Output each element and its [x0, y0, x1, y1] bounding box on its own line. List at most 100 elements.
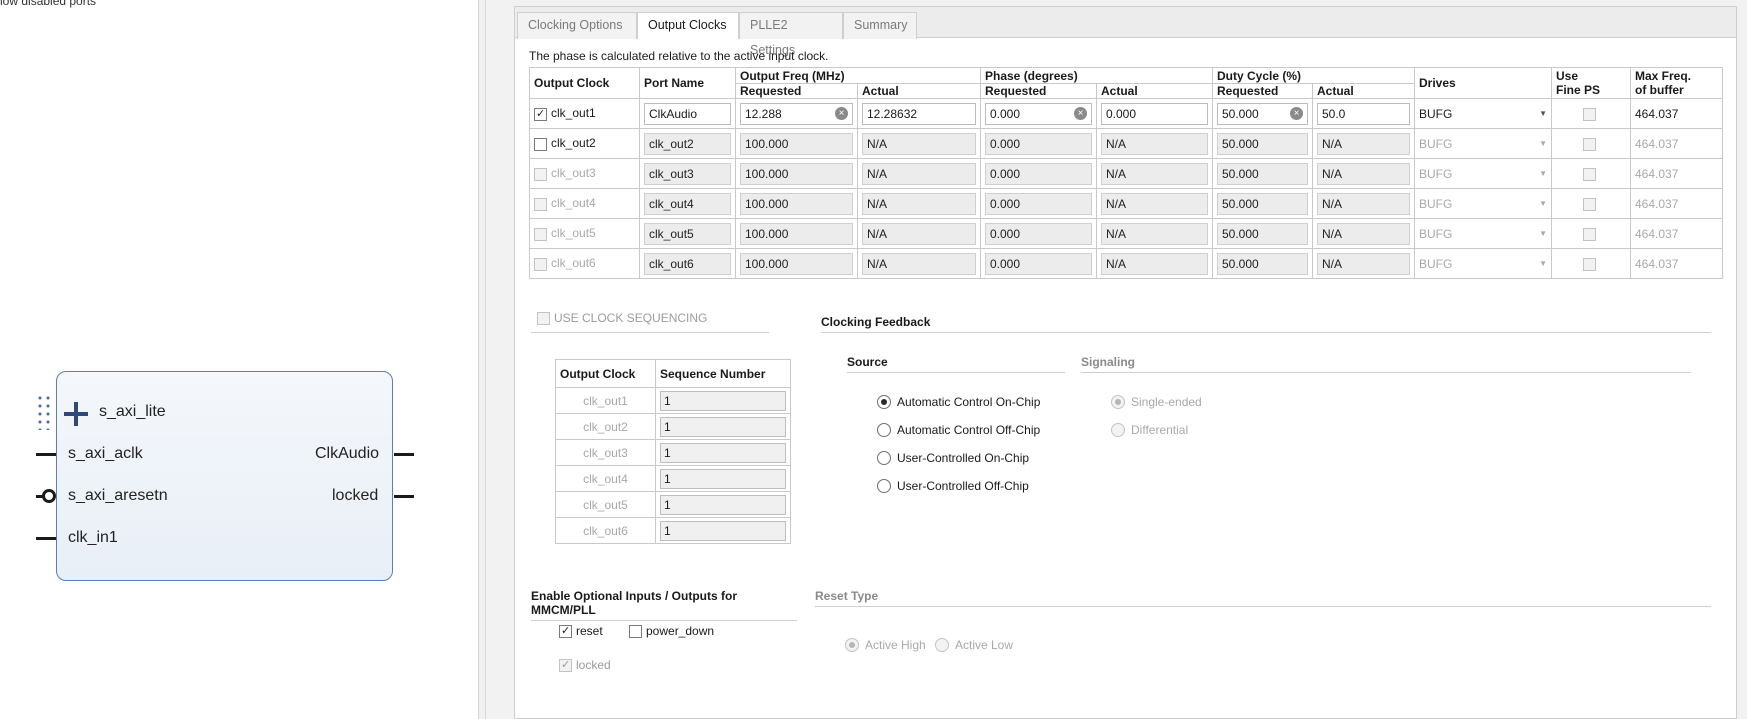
clear-icon[interactable]: × [835, 107, 848, 120]
sequence-number-input[interactable]: 1 [660, 494, 786, 515]
clk-out6-checkbox[interactable] [534, 257, 547, 271]
duty-requested-input[interactable]: 50.000 [1217, 132, 1308, 155]
clk-out5-checkbox[interactable] [534, 227, 547, 241]
sequence-number-input[interactable]: 1 [660, 468, 786, 489]
use-fine-ps-checkbox[interactable] [1582, 257, 1596, 271]
show-disabled-ports-label[interactable]: how disabled ports [0, 0, 97, 8]
freq-requested-input[interactable]: 100.000 [740, 162, 853, 185]
radio-dot-icon [877, 451, 891, 465]
use-fine-ps-checkbox[interactable] [1582, 197, 1596, 211]
source-user-off-chip-radio[interactable]: User-Controlled Off-Chip [877, 479, 1029, 493]
signaling-single-ended-radio[interactable]: Single-ended [1111, 395, 1202, 409]
duty-requested-input[interactable]: 50.000 [1217, 222, 1308, 245]
port-name-input[interactable]: clk_out2 [644, 132, 731, 155]
freq-requested-input[interactable]: 100.000 [740, 222, 853, 245]
phase-requested-input[interactable]: 0.000 × [985, 102, 1092, 125]
pane-splitter[interactable] [478, 0, 486, 719]
sequence-number-input[interactable]: 1 [660, 416, 786, 437]
table-row: clk_out1 ClkAudio 12.288× 12.28632 0.000… [529, 98, 1723, 129]
power-down-option[interactable]: power_down [629, 624, 714, 638]
use-fine-ps-checkbox[interactable] [1582, 167, 1596, 181]
freq-requested-input[interactable]: 100.000 [740, 252, 853, 275]
locked-option[interactable]: locked [559, 658, 611, 672]
use-clock-sequencing-checkbox[interactable] [537, 311, 550, 325]
pin-locked [394, 495, 414, 498]
expand-plus-icon[interactable] [64, 402, 88, 426]
clk-out3-cell[interactable]: clk_out3 [529, 158, 640, 189]
tab-plle2-settings[interactable]: PLLE2 Settings [739, 12, 843, 57]
use-fine-ps-checkbox[interactable] [1582, 227, 1596, 241]
use-clock-sequencing[interactable]: USE CLOCK SEQUENCING [537, 311, 707, 325]
header-max-freq: Max Freq. of buffer [1630, 67, 1723, 99]
drives-select[interactable]: BUFG ▼ [1419, 166, 1547, 181]
seq-header-output-clock: Output Clock [555, 359, 656, 388]
clk-out2-cell[interactable]: clk_out2 [529, 128, 640, 159]
duty-actual-value: 50.0 [1317, 102, 1410, 125]
port-clk-in1: clk_in1 [68, 529, 118, 546]
bus-handle-icon[interactable] [36, 394, 52, 430]
pin-clk-in1 [36, 537, 56, 540]
phase-requested-input[interactable]: 0.000 [985, 132, 1092, 155]
source-user-on-chip-radio[interactable]: User-Controlled On-Chip [877, 451, 1029, 465]
reset-checkbox[interactable] [559, 624, 572, 638]
header-duty-cycle: Duty Cycle (%) [1212, 67, 1415, 84]
drives-select[interactable]: BUFG ▼ [1419, 136, 1547, 151]
pin-s-axi-aresetn [36, 495, 44, 498]
clk-out6-cell[interactable]: clk_out6 [529, 248, 640, 279]
clear-icon[interactable]: × [1290, 107, 1303, 120]
freq-requested-input[interactable]: 100.000 [740, 132, 853, 155]
clear-icon[interactable]: × [1074, 107, 1087, 120]
table-row: clk_out3 clk_out3 100.000 N/A 0.000 N/A … [529, 158, 1723, 189]
clk-out5-cell[interactable]: clk_out5 [529, 218, 640, 249]
tab-clocking-options[interactable]: Clocking Options [517, 12, 637, 39]
freq-actual-value: 12.28632 [862, 102, 976, 125]
freq-requested-input[interactable]: 12.288 × [740, 102, 853, 125]
header-duty-actual: Actual [1312, 83, 1415, 99]
port-name-input[interactable]: clk_out5 [644, 222, 731, 245]
drives-select[interactable]: BUFG ▼ [1419, 106, 1547, 121]
header-freq-actual: Actual [857, 83, 981, 99]
active-high-radio[interactable]: Active High [845, 638, 926, 652]
freq-requested-input[interactable]: 100.000 [740, 192, 853, 215]
header-use-fine-ps: Use Fine PS [1551, 67, 1631, 99]
tab-summary[interactable]: Summary [843, 12, 917, 39]
active-low-radio[interactable]: Active Low [935, 638, 1013, 652]
clk-out1-checkbox[interactable] [534, 107, 547, 121]
reset-option[interactable]: reset [559, 624, 603, 638]
tab-output-clocks[interactable]: Output Clocks [637, 12, 739, 39]
duty-requested-input[interactable]: 50.000 [1217, 162, 1308, 185]
duty-requested-input[interactable]: 50.000 [1217, 192, 1308, 215]
source-auto-off-chip-radio[interactable]: Automatic Control Off-Chip [877, 423, 1040, 437]
phase-requested-input[interactable]: 0.000 [985, 252, 1092, 275]
source-auto-on-chip-radio[interactable]: Automatic Control On-Chip [877, 395, 1040, 409]
drives-select[interactable]: BUFG ▼ [1419, 196, 1547, 211]
sequence-number-input[interactable]: 1 [660, 520, 786, 541]
clk-out4-cell[interactable]: clk_out4 [529, 188, 640, 219]
port-name-input[interactable]: clk_out6 [644, 252, 731, 275]
ip-block-symbol[interactable] [56, 371, 393, 581]
signaling-differential-radio[interactable]: Differential [1111, 423, 1188, 437]
clk-out1-cell[interactable]: clk_out1 [529, 98, 640, 129]
phase-requested-input[interactable]: 0.000 [985, 162, 1092, 185]
use-fine-ps-checkbox[interactable] [1582, 137, 1596, 151]
duty-actual-value: N/A [1317, 252, 1410, 275]
clk-out4-checkbox[interactable] [534, 197, 547, 211]
port-name-input[interactable]: clk_out3 [644, 162, 731, 185]
port-name-input[interactable]: clk_out4 [644, 192, 731, 215]
use-fine-ps-checkbox[interactable] [1582, 107, 1596, 121]
table-row: clk_out4 1 [555, 465, 791, 492]
sequence-number-input[interactable]: 1 [660, 390, 786, 411]
drives-select[interactable]: BUFG ▼ [1419, 256, 1547, 271]
clk-out2-checkbox[interactable] [534, 137, 547, 151]
locked-checkbox[interactable] [559, 658, 572, 672]
phase-requested-input[interactable]: 0.000 [985, 192, 1092, 215]
port-name-input[interactable]: ClkAudio [644, 102, 731, 125]
duty-requested-input[interactable]: 50.000 × [1217, 102, 1308, 125]
power-down-checkbox[interactable] [629, 624, 642, 638]
config-pane: Clocking Options Output Clocks PLLE2 Set… [486, 0, 1747, 719]
duty-requested-input[interactable]: 50.000 [1217, 252, 1308, 275]
sequence-number-input[interactable]: 1 [660, 442, 786, 463]
clk-out3-checkbox[interactable] [534, 167, 547, 181]
drives-select[interactable]: BUFG ▼ [1419, 226, 1547, 241]
phase-requested-input[interactable]: 0.000 [985, 222, 1092, 245]
